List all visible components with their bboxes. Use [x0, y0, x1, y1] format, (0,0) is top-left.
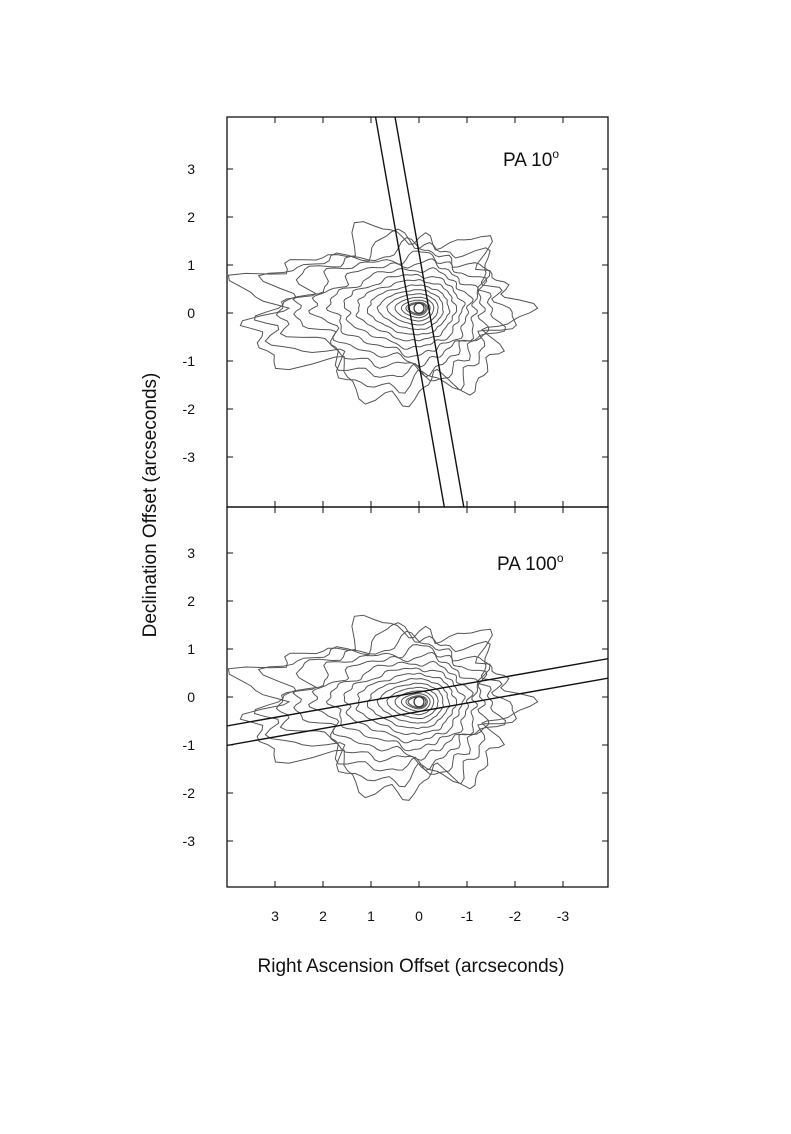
slit-edge — [227, 677, 608, 747]
nucleus-marker — [413, 302, 425, 314]
contour-line — [292, 644, 490, 771]
y-tick-label: -3 — [183, 449, 196, 465]
y-axis-title: Declination Offset (arcseconds) — [140, 373, 161, 638]
contour-line — [386, 686, 439, 720]
x-tick-label: 1 — [367, 908, 375, 924]
panel-pa-10: PA 10o — [227, 117, 559, 507]
y-tick-label: 0 — [187, 305, 195, 321]
x-tick-label: -1 — [461, 908, 474, 924]
y-tick-label: -3 — [183, 833, 196, 849]
y-tick-label: 0 — [187, 689, 195, 705]
y-tick-label: 2 — [187, 593, 195, 609]
x-tick-label: -3 — [557, 908, 570, 924]
y-tick-label: -1 — [183, 353, 196, 369]
contour-line — [407, 302, 427, 315]
y-tick-label: 2 — [187, 209, 195, 225]
contour-line — [275, 237, 507, 382]
contour-line — [292, 250, 490, 378]
y-tick-label: 1 — [187, 641, 195, 657]
contour-line — [386, 293, 439, 326]
contour-line — [325, 267, 474, 358]
y-tick-label: -2 — [183, 785, 196, 801]
contour-line — [355, 672, 458, 736]
x-axis-title: Right Ascension Offset (arcseconds) — [258, 956, 565, 977]
nucleus-marker — [413, 696, 425, 708]
slit-pa-10 — [374, 117, 465, 507]
contour-line — [376, 289, 444, 331]
contour-line — [227, 614, 539, 801]
contour-line — [253, 228, 518, 394]
contour-line — [308, 651, 479, 761]
axis-tick-labels: 3 2 1 0 -1 -2 -3 3 2 1 0 -1 -2 -3 3 2 1 0 -1 -2 -3 — [183, 161, 570, 924]
contour-line — [227, 221, 539, 408]
slit-edge — [227, 658, 608, 727]
y-tick-label: 1 — [187, 257, 195, 273]
x-tick-label: 0 — [415, 908, 423, 924]
contour-line — [325, 660, 474, 752]
contour-line — [405, 301, 428, 316]
contour-line — [407, 696, 427, 709]
contour-line — [343, 667, 466, 744]
contour-line — [308, 258, 479, 368]
panel-pa-100: PA 100o — [227, 551, 608, 801]
panel-label-pa-100: PA 100o — [497, 551, 564, 575]
x-tick-label: -2 — [509, 908, 522, 924]
axis-ticks — [227, 117, 608, 887]
y-tick-label: 3 — [187, 545, 195, 561]
x-tick-label: 3 — [271, 908, 279, 924]
x-tick-label: 2 — [319, 908, 327, 924]
contour-line — [400, 693, 431, 712]
contour-line — [343, 273, 466, 350]
slit-edge — [374, 117, 446, 507]
y-tick-label: 3 — [187, 161, 195, 177]
y-tick-label: -2 — [183, 401, 196, 417]
contour-line — [400, 299, 431, 319]
y-tick-label: -1 — [183, 737, 196, 753]
panel-label-pa-10: PA 10o — [503, 147, 559, 171]
contour-line — [355, 279, 458, 342]
contour-map-bottom — [227, 614, 539, 801]
contour-line — [253, 622, 518, 788]
contour-line — [275, 630, 507, 775]
slit-edge — [394, 117, 465, 507]
contour-line — [405, 695, 428, 710]
contour-map-top — [227, 221, 539, 408]
contour-line — [394, 690, 435, 716]
slit-pa-100 — [227, 658, 608, 747]
contour-line — [394, 296, 435, 322]
contour-line — [376, 682, 444, 724]
